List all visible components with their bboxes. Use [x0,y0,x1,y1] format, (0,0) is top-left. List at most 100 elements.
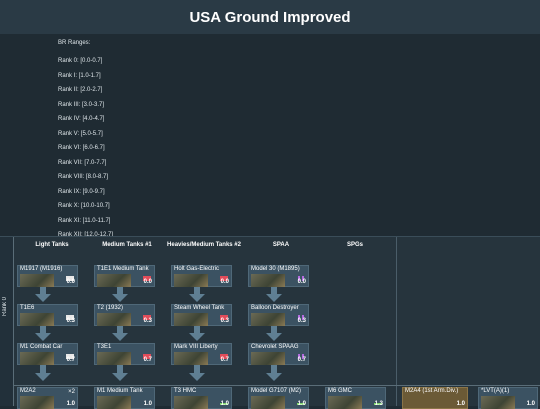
vehicle-br: 0.0 [66,279,75,285]
vehicle-name: Model G7107 (M2) [251,388,302,394]
vehicle-card-m1917[interactable]: M1917 (M1916) 0.0 [17,265,78,287]
vehicle-card-holt-gas-electric[interactable]: Holt Gas-Electric 0.0 [171,265,232,287]
vehicle-name: M1 Medium Tank [97,388,143,394]
vehicle-card-t1e1[interactable]: T1E1 Medium Tank 0.0 [94,265,155,287]
column-header-spgs: SPGs [346,242,363,248]
vehicle-br: 0.3 [143,318,152,324]
rank-label: Rank 0 [2,297,8,317]
br-ranges-list: Rank 0: [0.0-0.7] Rank I: [1.0-1.7] Rank… [58,54,113,243]
vehicle-card-lvt-a-1[interactable]: *LVT(A)(1) 1.0 [478,387,538,409]
arrow-down-icon [112,294,128,302]
arrow-stem [117,326,123,333]
vehicle-card-t1e6[interactable]: T1E6 0.3 [17,304,78,326]
vehicle-count: ×2 [68,389,75,395]
vehicle-br: 0.3 [220,318,229,324]
spg-icon [374,398,382,405]
vehicle-card-steam-wheel-tank[interactable]: Steam Wheel Tank 0.3 [171,304,232,326]
light-tank-icon [66,315,74,320]
vehicle-br: 1.0 [297,401,306,407]
arrow-down-icon [35,294,51,302]
vehicle-thumbnail [20,274,54,287]
vehicle-br: 1.0 [220,401,229,407]
br-range-rank-8: Rank VIII: [8.0-8.7] [58,174,109,180]
br-range-rank-6: Rank VI: [6.0-6.7] [58,145,105,151]
arrow-down-icon [112,333,128,341]
vehicle-card-mark-viii-liberty[interactable]: Mark VIII Liberty 0.7 [171,343,232,365]
vehicle-card-m1-medium-tank[interactable]: M1 Medium Tank 1.0 [94,387,155,409]
spaa-icon [297,276,305,281]
vehicle-thumbnail [251,352,285,365]
vehicle-card-t2[interactable]: T2 (1932) 0.3 [94,304,155,326]
vehicle-name: Mark VIII Liberty [174,344,218,350]
vehicle-thumbnail [20,313,54,326]
vehicle-name: M2A4 (1st Arm.Div.) [405,388,459,394]
rank-strip: Rank 0 [0,237,14,406]
vehicle-br: 0.0 [143,279,152,285]
medium-tank-icon [143,354,151,359]
vehicle-br: 1.0 [456,401,465,407]
arrow-stem [271,287,277,294]
arrow-down-icon [189,373,205,381]
arrow-stem [194,365,200,373]
arrow-down-icon [189,333,205,341]
vehicle-thumbnail [97,313,131,326]
arrow-stem [40,287,46,294]
spg-icon [220,398,228,405]
vehicle-card-model-30[interactable]: Model 30 (M1895) 0.0 [248,265,309,287]
vehicle-card-model-g7107[interactable]: Model G7107 (M2) 1.0 [248,387,309,409]
vehicle-name: Model 30 (M1895) [251,266,300,272]
vehicle-thumbnail [174,396,208,409]
column-header-spaa: SPAA [272,242,290,248]
br-range-rank-2: Rank II: [2.0-2.7] [58,87,103,93]
br-range-rank-7: Rank VII: [7.0-7.7] [58,159,107,166]
vehicle-thumbnail [97,396,131,409]
vehicle-name: T1E6 [20,305,35,311]
vehicle-card-t3-hmc[interactable]: T3 HMC 1.0 [171,387,232,409]
arrow-stem [271,326,277,333]
vehicle-name: M1 Combat Car [20,344,63,350]
vehicle-br: 0.0 [297,279,306,285]
vehicle-card-t3e1[interactable]: T3E1 0.7 [94,343,155,365]
vehicle-card-m6-gmc[interactable]: M6 GMC 1.3 [325,387,386,409]
vehicle-name: T1E1 Medium Tank [97,266,149,272]
vehicle-br: 0.3 [297,318,306,324]
vehicle-br: 1.0 [66,401,75,407]
br-range-rank-5: Rank V: [5.0-5.7] [58,130,103,137]
vehicle-card-balloon-destroyer[interactable]: Balloon Destroyer 0.3 [248,304,309,326]
vehicle-thumbnail [174,352,208,365]
vehicle-thumbnail [20,396,54,409]
spaa-icon [297,315,305,320]
vehicle-name: Chevrolet SPAAG [251,344,299,350]
arrow-stem [117,365,123,373]
vehicle-thumbnail [174,313,208,326]
vehicle-thumbnail [97,274,131,287]
vehicle-card-m2a4-1st-arm-div[interactable]: M2A4 (1st Arm.Div.) 1.0 [402,387,468,409]
vehicle-card-m2a2[interactable]: M2A2 ×2 1.0 [17,387,78,409]
column-divider [396,237,397,406]
vehicle-br: 1.3 [374,401,383,407]
vehicle-name: M1917 (M1916) [20,266,63,272]
arrow-down-icon [189,294,205,302]
vehicle-name: T3E1 [97,344,112,350]
heavy-tank-icon [220,354,228,359]
arrow-down-icon [35,333,51,341]
br-range-rank-11: Rank XI: [11.0-11.7] [58,217,111,224]
spg-icon [297,398,305,405]
column-header-medium-tanks-1: Medium Tanks #1 [102,242,152,248]
vehicle-name: Balloon Destroyer [251,305,299,311]
column-header-heavies-medium-2: Heavies/Medium Tanks #2 [167,242,241,248]
br-range-rank-9: Rank IX: [9.0-9.7] [58,188,105,195]
vehicle-name: Holt Gas-Electric [174,266,220,272]
br-range-rank-3: Rank III: [3.0-3.7] [58,101,105,108]
vehicle-card-m1-combat-car[interactable]: M1 Combat Car 0.7 [17,343,78,365]
vehicle-br: 0.3 [66,318,75,324]
light-tank-icon [66,276,74,281]
vehicle-name: Steam Wheel Tank [174,305,225,311]
vehicle-name: T2 (1932) [97,305,124,311]
arrow-stem [40,365,46,373]
vehicle-card-chevrolet-spaag[interactable]: Chevrolet SPAAG 0.7 [248,343,309,365]
br-range-rank-10: Rank X: [10.0-10.7] [58,203,110,209]
arrow-down-icon [266,333,282,341]
br-range-rank-4: Rank IV: [4.0-4.7] [58,116,105,122]
medium-tank-icon [143,276,151,281]
